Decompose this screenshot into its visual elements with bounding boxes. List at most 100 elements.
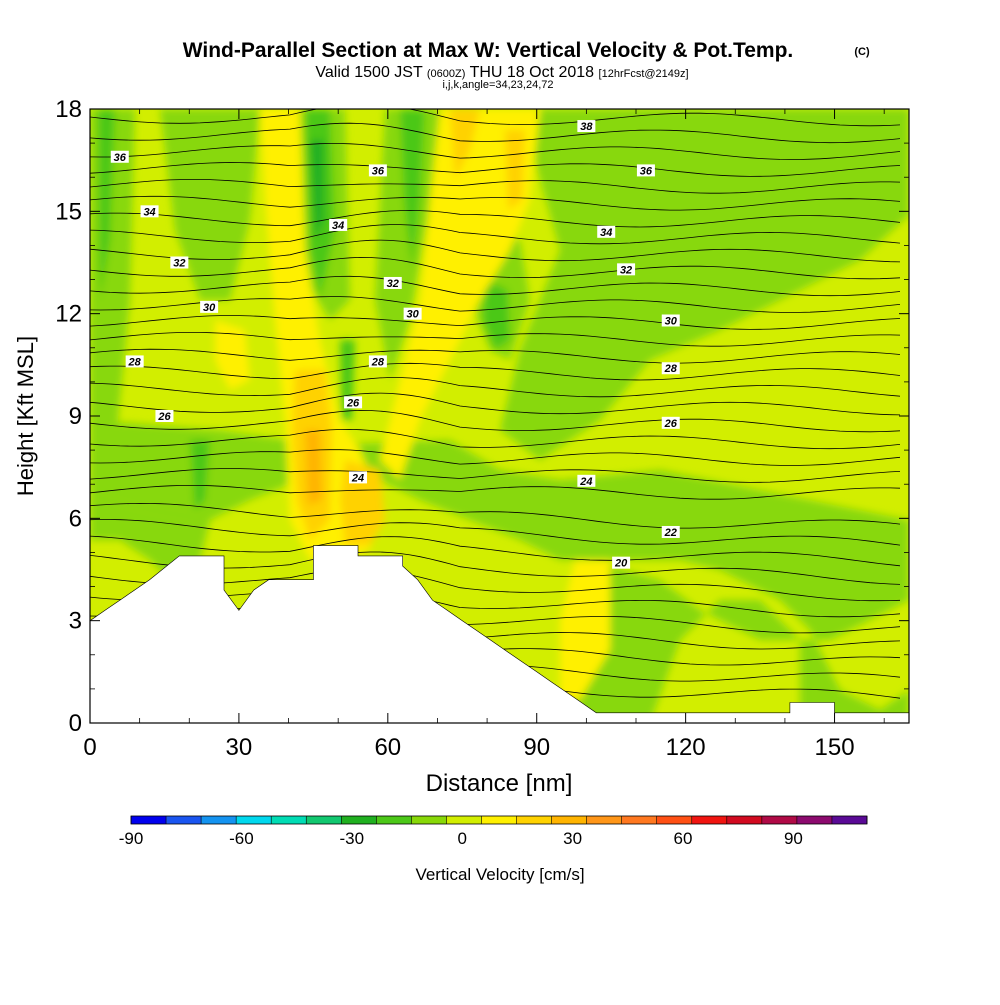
- colorbar-swatch: [446, 816, 482, 824]
- isentrope-label-bg: [383, 276, 402, 289]
- isentrope-label-bg: [125, 355, 144, 368]
- isentrope-labels: 36 34 32 30 28 26 34 36 32 30 28 26 24 38 36 34 32 30 28 26…: [110, 120, 680, 570]
- isentrope-label-bg: [344, 396, 363, 409]
- isentrope-label-bg: [612, 556, 631, 569]
- isentrope-label-bg: [617, 263, 636, 276]
- colorbar-tick-label: 60: [674, 829, 693, 848]
- isentrope-line: [90, 362, 901, 381]
- isentrope-label-bg: [349, 471, 368, 484]
- isentrope-label: 34: [600, 227, 612, 239]
- y-tick-label: 6: [69, 505, 82, 532]
- isentrope-label-bg: [170, 256, 189, 269]
- colorbar-tick-label: 30: [563, 829, 582, 848]
- colorbar-swatch: [166, 816, 202, 824]
- y-tick-label: 0: [69, 710, 82, 737]
- colorbar-tick-label: 0: [457, 829, 466, 848]
- isentrope-label-bg: [577, 120, 596, 133]
- isentrope-label: 28: [371, 356, 385, 368]
- isentrope-line: [90, 568, 901, 602]
- colorbar: -90 -60 -30 0 30 60 90: [119, 815, 868, 848]
- isentrope-label: 32: [620, 264, 632, 276]
- isentrope-line: [90, 162, 901, 177]
- isentrope-label: 36: [372, 165, 385, 177]
- colorbar-swatch: [656, 816, 693, 824]
- x-tick-label: 60: [374, 734, 401, 761]
- isentrope-label-bg: [661, 416, 680, 429]
- colorbar-swatch: [306, 816, 342, 824]
- colorbar-swatch: [796, 816, 833, 824]
- colorbar-swatch: [831, 816, 868, 824]
- isentrope-line: [90, 485, 901, 500]
- isentrope-label-bg: [368, 355, 387, 368]
- y-axis-label: Height [Kft MSL]: [13, 336, 38, 496]
- colorbar-swatch: [551, 816, 587, 824]
- colorbar-label: Vertical Velocity [cm/s]: [415, 865, 584, 884]
- isentrope-label-bg: [636, 164, 655, 177]
- isentrope-line: [90, 122, 901, 144]
- colorbar-swatch: [131, 816, 167, 824]
- isentrope-line: [90, 143, 901, 160]
- isentrope-line: [90, 535, 901, 567]
- colorbar-tick-label: -30: [340, 829, 365, 848]
- isentrope-line: [90, 377, 901, 398]
- colorbar-swatch: [621, 816, 658, 824]
- isentrope-line: [90, 275, 901, 297]
- isentrope-label-bg: [329, 218, 348, 231]
- isentrope-line: [90, 179, 901, 194]
- isentrope-label-bg: [140, 205, 159, 218]
- colorbar-swatch: [516, 816, 552, 824]
- x-axis-label: Distance [nm]: [426, 770, 573, 797]
- colorbar-tick-label: 90: [784, 829, 803, 848]
- isentrope-label: 36: [640, 165, 653, 177]
- terrain-mask: [90, 545, 909, 723]
- isentrope-label: 34: [332, 220, 344, 232]
- x-tick-label: 30: [226, 734, 253, 761]
- isentrope-label-bg: [577, 474, 596, 487]
- isentrope-label-bg: [661, 362, 680, 375]
- isentrope-line: [90, 224, 901, 245]
- isentrope-label-bg: [155, 410, 174, 422]
- isentrope-label: 28: [664, 363, 678, 375]
- isentrope-label-bg: [403, 307, 422, 320]
- isentrope-line: [90, 332, 901, 347]
- isentrope-line: [90, 256, 901, 280]
- isentrope-label-bg: [597, 225, 616, 238]
- colorbar-swatch: [691, 816, 728, 824]
- isentrope-line: [90, 239, 901, 263]
- isentrope-label-bg: [200, 300, 219, 313]
- isentrope-label: 36: [114, 152, 127, 164]
- colorbar-swatch: [201, 816, 237, 824]
- x-tick-label: 150: [815, 734, 855, 761]
- x-tick-label: 120: [666, 734, 706, 761]
- isentrope-line: [90, 315, 901, 330]
- colorbar-swatch: [236, 816, 272, 824]
- colorbar-swatch: [481, 816, 517, 824]
- colorbar-swatch: [341, 816, 377, 824]
- colorbar-swatch: [726, 816, 763, 824]
- isentrope-label: 30: [203, 302, 216, 314]
- isentrope-line: [90, 551, 901, 585]
- y-tick-label: 18: [55, 96, 82, 123]
- isentrope-label: 38: [580, 121, 593, 133]
- y-tick-label: 3: [69, 608, 82, 635]
- isentrope-label: 30: [407, 309, 420, 321]
- isentrope-line: [90, 296, 901, 313]
- colorbar-tick-label: -60: [229, 829, 254, 848]
- colorbar-swatch: [411, 816, 447, 824]
- isentrope-label-bg: [110, 150, 129, 163]
- colorbar-swatch: [586, 816, 622, 824]
- colorbar-swatch: [271, 816, 307, 824]
- isentrope-label: 32: [173, 258, 185, 270]
- isentrope-label-bg: [661, 525, 680, 538]
- x-tick-label: 0: [83, 734, 96, 761]
- isentrope-label: 22: [664, 527, 677, 539]
- x-tick-label: 90: [523, 734, 550, 761]
- isentrope-line: [90, 409, 901, 433]
- isentrope-line: [90, 519, 901, 546]
- plot-area: [90, 109, 909, 723]
- y-tick-label: 9: [69, 403, 82, 430]
- isentrope-line: [90, 209, 901, 228]
- isentrope-label: 32: [387, 278, 399, 290]
- isentrope-label: 26: [157, 411, 171, 423]
